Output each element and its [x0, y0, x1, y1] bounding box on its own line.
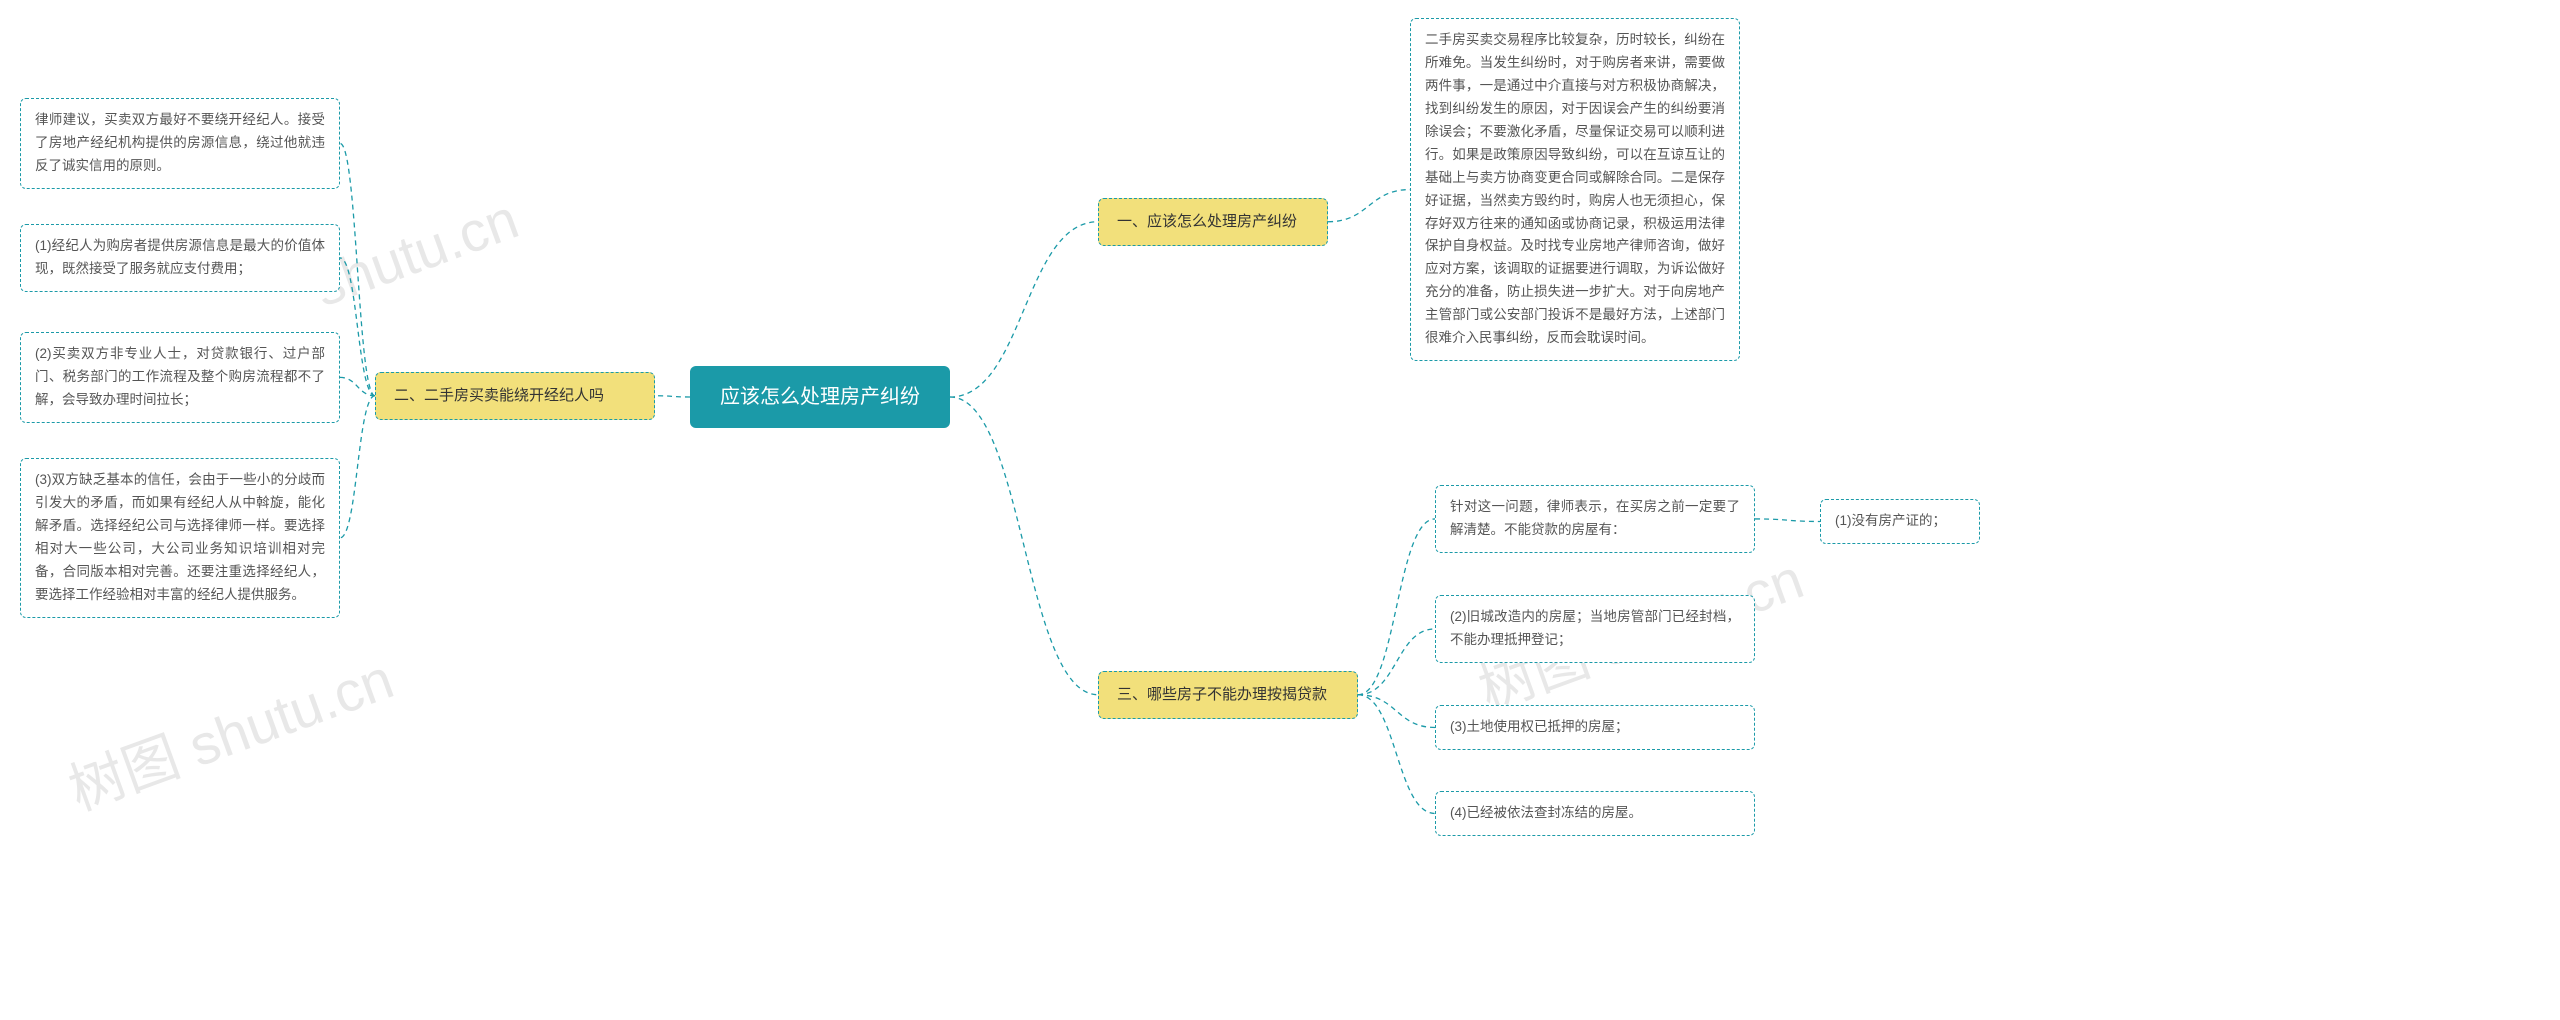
- leaf-node: (2)旧城改造内的房屋；当地房管部门已经封档，不能办理抵押登记；: [1435, 595, 1755, 663]
- leaf-node: 针对这一问题，律师表示，在买房之前一定要了解清楚。不能贷款的房屋有：: [1435, 485, 1755, 553]
- branch-node-1[interactable]: 一、应该怎么处理房产纠纷: [1098, 198, 1328, 246]
- root-node[interactable]: 应该怎么处理房产纠纷: [690, 366, 950, 428]
- leaf-node: (2)买卖双方非专业人士，对贷款银行、过户部门、税务部门的工作流程及整个购房流程…: [20, 332, 340, 423]
- leaf-node: 二手房买卖交易程序比较复杂，历时较长，纠纷在所难免。当发生纠纷时，对于购房者来讲…: [1410, 18, 1740, 361]
- leaf-node: (3)土地使用权已抵押的房屋；: [1435, 705, 1755, 750]
- leaf-node: (1)经纪人为购房者提供房源信息是最大的价值体现，既然接受了服务就应支付费用；: [20, 224, 340, 292]
- leaf-node: (3)双方缺乏基本的信任，会由于一些小的分歧而引发大的矛盾，而如果有经纪人从中斡…: [20, 458, 340, 618]
- leaf-node: 律师建议，买卖双方最好不要绕开经纪人。接受了房地产经纪机构提供的房源信息，绕过他…: [20, 98, 340, 189]
- leaf-node: (4)已经被依法查封冻结的房屋。: [1435, 791, 1755, 836]
- leaf-node: (1)没有房产证的；: [1820, 499, 1980, 544]
- connector-layer: [0, 0, 2560, 1020]
- branch-node-3[interactable]: 三、哪些房子不能办理按揭贷款: [1098, 671, 1358, 719]
- watermark: 树图 shutu.cn: [56, 634, 403, 826]
- branch-node-2[interactable]: 二、二手房买卖能绕开经纪人吗: [375, 372, 655, 420]
